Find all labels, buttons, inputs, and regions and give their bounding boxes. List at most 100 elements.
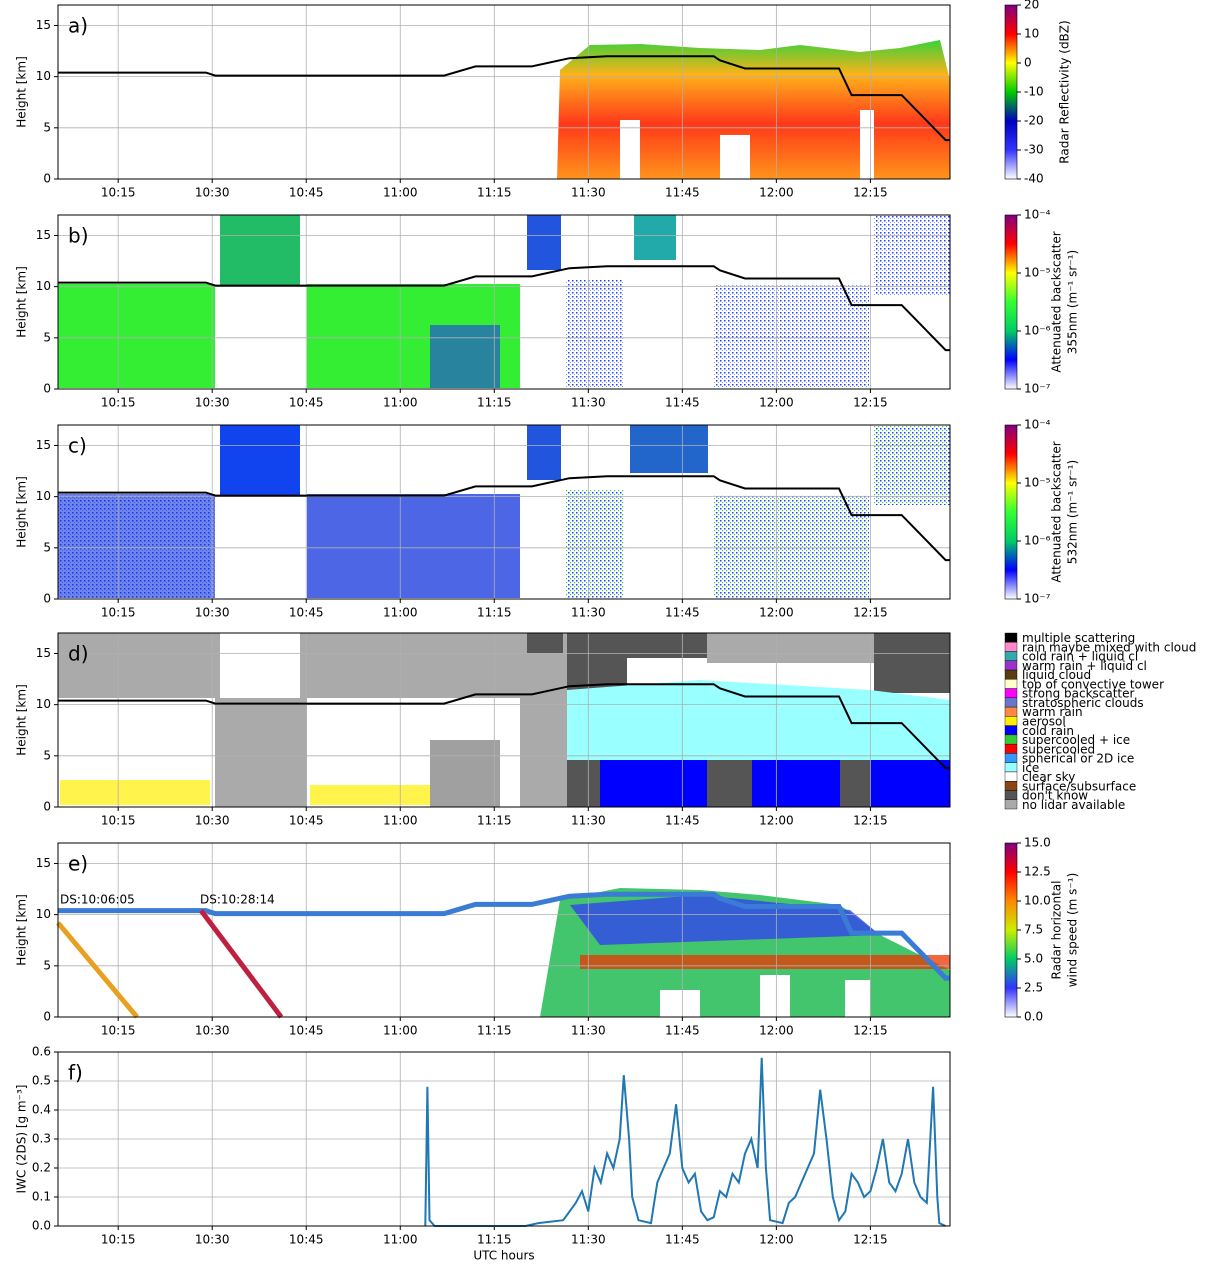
x-tick-label: 11:00 xyxy=(383,1233,418,1247)
x-tick-label: 11:15 xyxy=(477,814,512,828)
colorbar-tick-label: -30 xyxy=(1024,143,1044,157)
y-tick-label: 0.2 xyxy=(32,1161,51,1175)
y-tick-label: 0 xyxy=(43,592,51,606)
x-tick-label: 11:30 xyxy=(571,1024,606,1038)
x-tick-label: 11:00 xyxy=(383,606,418,620)
legend-swatch xyxy=(1004,642,1018,652)
legend-swatch xyxy=(1004,790,1018,800)
colorbar-tick-label: 12.5 xyxy=(1024,865,1051,879)
x-tick-label: 12:15 xyxy=(853,1024,888,1038)
x-tick-label: 11:00 xyxy=(383,396,418,410)
legend-swatch xyxy=(1004,632,1018,643)
y-tick-label: 0.4 xyxy=(32,1103,51,1117)
colorbar xyxy=(1004,4,1018,180)
legend-label: warm rain xyxy=(1022,705,1083,719)
legend-swatch xyxy=(1004,697,1018,708)
colorbar-tick-label: 10⁻⁶ xyxy=(1024,534,1051,548)
x-tick-label: 11:15 xyxy=(477,1024,512,1038)
x-tick-label: 11:45 xyxy=(665,396,700,410)
legend-swatch xyxy=(1004,688,1018,699)
x-tick-label: 12:00 xyxy=(759,1024,794,1038)
legend-swatch xyxy=(1004,660,1018,671)
x-tick-label: 12:00 xyxy=(759,186,794,200)
legend-label: cold rain xyxy=(1022,724,1074,738)
legend-label: liquid cloud xyxy=(1022,668,1091,682)
x-tick-label: 10:45 xyxy=(289,396,324,410)
x-tick-label: 11:30 xyxy=(571,186,606,200)
x-tick-label: 12:15 xyxy=(853,606,888,620)
colorbar xyxy=(1004,424,1018,600)
x-tick-label: 12:15 xyxy=(853,186,888,200)
x-tick-label: 10:30 xyxy=(195,396,230,410)
y-axis-label: IWC (2DS) [g m⁻³] xyxy=(15,1085,29,1194)
x-tick-label: 10:30 xyxy=(195,186,230,200)
x-tick-label: 10:15 xyxy=(101,186,136,200)
y-tick-label: 0 xyxy=(43,800,51,814)
x-tick-label: 11:00 xyxy=(383,1024,418,1038)
colorbar-tick-label: 2.5 xyxy=(1024,981,1043,995)
raster-decoration xyxy=(58,40,950,1017)
data-line xyxy=(199,909,284,1019)
x-tick-label: 11:45 xyxy=(665,814,700,828)
plot-frame xyxy=(57,4,951,180)
panel-label: b) xyxy=(68,224,89,248)
legend-swatch xyxy=(1004,781,1018,791)
legend-swatch xyxy=(1004,669,1018,680)
legend-swatch xyxy=(1004,734,1018,745)
x-axis-label: UTC hours xyxy=(473,1249,534,1263)
panel-label: a) xyxy=(68,14,88,38)
plot-frame xyxy=(57,632,951,808)
x-tick-label: 12:00 xyxy=(759,606,794,620)
panel-label: c) xyxy=(68,434,87,458)
x-tick-label: 11:45 xyxy=(665,186,700,200)
colorbar-label: Radar horizontal xyxy=(1050,881,1064,980)
y-tick-label: 15 xyxy=(36,228,51,242)
x-tick-label: 10:45 xyxy=(289,1233,324,1247)
legend-label: clear sky xyxy=(1022,770,1075,784)
colorbar-tick-label: 10.0 xyxy=(1024,894,1051,908)
colorbar-label: Attenuated backscatter xyxy=(1050,441,1064,582)
y-tick-label: 0 xyxy=(43,172,51,186)
x-tick-label: 10:15 xyxy=(101,606,136,620)
x-tick-label: 10:45 xyxy=(289,186,324,200)
colorbar xyxy=(1004,842,1018,1018)
panel-label: d) xyxy=(68,642,89,666)
colorbar-tick-label: -40 xyxy=(1024,172,1044,186)
y-tick-label: 5 xyxy=(43,748,51,762)
legend-swatch xyxy=(1004,679,1018,689)
y-tick-label: 10 xyxy=(36,489,51,503)
x-tick-label: 11:30 xyxy=(571,1233,606,1247)
x-tick-label: 11:00 xyxy=(383,814,418,828)
legend-label: supercooled + ice xyxy=(1022,733,1130,747)
x-tick-label: 10:15 xyxy=(101,1024,136,1038)
legend-label: strong backscatter xyxy=(1022,687,1135,701)
colorbar-tick-label: 10⁻⁴ xyxy=(1024,418,1051,432)
legend-label: no lidar available xyxy=(1022,798,1125,812)
legend-label: aerosol xyxy=(1022,715,1066,729)
legend-swatch xyxy=(1004,762,1018,773)
x-tick-label: 10:15 xyxy=(101,814,136,828)
x-tick-label: 11:15 xyxy=(477,186,512,200)
legend-swatch xyxy=(1004,753,1018,763)
x-tick-label: 10:45 xyxy=(289,1024,324,1038)
y-tick-label: 15 xyxy=(36,856,51,870)
data-line xyxy=(58,475,950,562)
legend-label: supercooled xyxy=(1022,742,1095,756)
x-tick-label: 11:30 xyxy=(571,396,606,410)
x-tick-label: 11:45 xyxy=(665,1024,700,1038)
legend-swatch xyxy=(1004,716,1018,726)
y-axis-label: Height [km] xyxy=(15,684,29,755)
x-tick-label: 12:00 xyxy=(759,396,794,410)
legend-swatch xyxy=(1004,706,1018,717)
colorbar-tick-label: 10⁻⁴ xyxy=(1024,208,1051,222)
legend-swatch xyxy=(1004,799,1018,810)
x-tick-label: 12:00 xyxy=(759,814,794,828)
x-tick-label: 10:45 xyxy=(289,606,324,620)
x-tick-label: 10:15 xyxy=(101,1233,136,1247)
data-line xyxy=(56,921,139,1019)
colorbar-tick-label: -10 xyxy=(1024,85,1044,99)
colorbar-label: Radar Reflectivity (dBZ) xyxy=(1058,20,1072,163)
legend-label: don't know xyxy=(1022,789,1088,803)
colorbar-tick-label: 10⁻⁵ xyxy=(1024,266,1051,280)
